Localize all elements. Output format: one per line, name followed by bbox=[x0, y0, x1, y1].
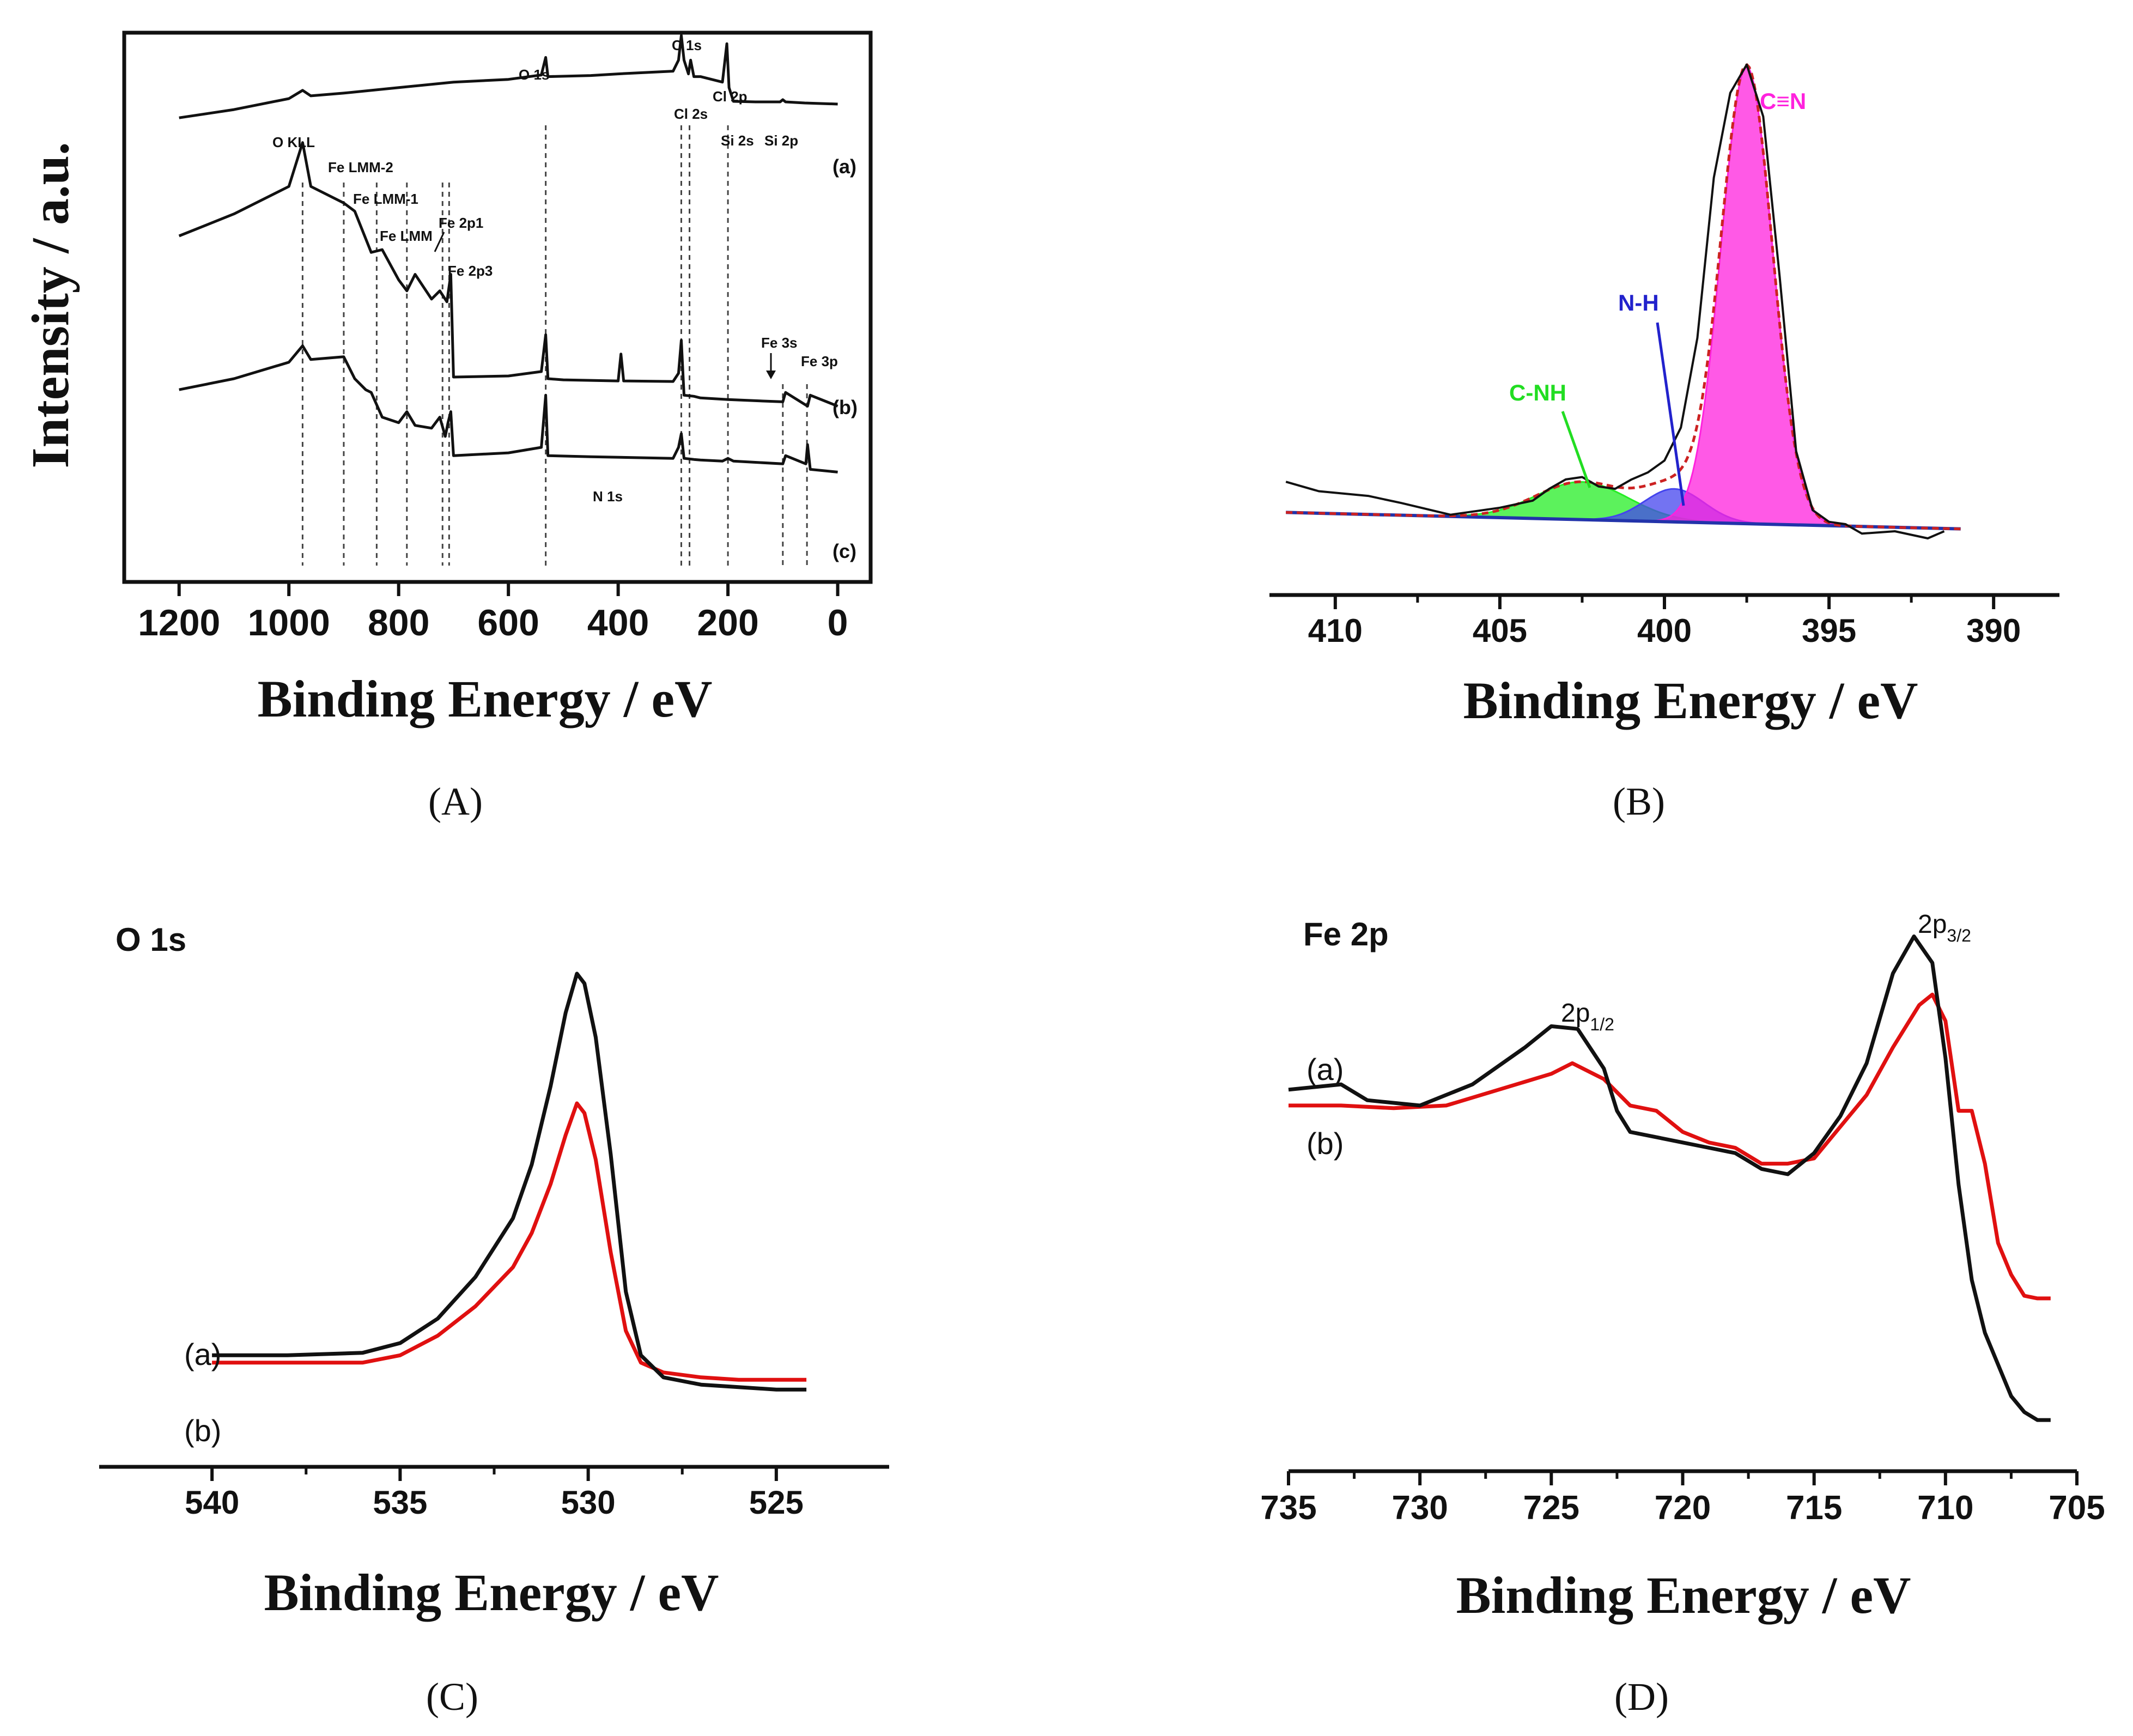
peak-label-o-1s: O 1s bbox=[519, 66, 549, 83]
panel-b-tick-label: 395 bbox=[1802, 612, 1856, 649]
panel-d-tick-label: 705 bbox=[2049, 1489, 2105, 1527]
panel-c-series-line-a bbox=[212, 972, 807, 1392]
panel-a-ylabel: Intensity / a.u. bbox=[21, 142, 80, 468]
panel-d-xaxis: 735 730 725 720 715 710 705 bbox=[1260, 1469, 2105, 1527]
annotation-2p-threehalf-main: 2p bbox=[1918, 910, 1947, 939]
panel-a-series bbox=[178, 34, 838, 474]
panel-a-series-line-a bbox=[179, 34, 838, 119]
component-label-cn: C≡N bbox=[1760, 88, 1806, 114]
raw-spectrum-line bbox=[1285, 63, 1945, 539]
panel-c-series bbox=[212, 972, 807, 1392]
component-pointer-cnh bbox=[1561, 411, 1591, 488]
peak-label-fe-2p1: Fe 2p1 bbox=[439, 215, 483, 231]
annotation-2p-half-main: 2p bbox=[1561, 999, 1590, 1028]
panel-c: O 1s 540 535 530 525 (a) (b) Binding Energy… bbox=[99, 921, 889, 1719]
panel-c-tick-label: 530 bbox=[561, 1484, 616, 1521]
panel-d-xlabel: Binding Energy / eV bbox=[1456, 1566, 1911, 1624]
panel-a-caption: (A) bbox=[428, 780, 483, 823]
panel-c-title: O 1s bbox=[116, 921, 186, 958]
panel-d-series-line-b bbox=[1289, 992, 2051, 1301]
panel-c-caption: (C) bbox=[426, 1675, 478, 1719]
panel-a-tick-label: 800 bbox=[368, 602, 429, 644]
panel-a-tick-label: 0 bbox=[828, 602, 848, 644]
panel-d-series bbox=[1288, 934, 2051, 1422]
panel-a-series-line-c bbox=[178, 141, 838, 408]
panel-d-tick-label: 720 bbox=[1655, 1489, 1711, 1527]
panel-d-tick-label: 725 bbox=[1523, 1489, 1579, 1527]
peak-label-c-1s: C 1s bbox=[672, 37, 702, 53]
panel-b-tick-label: 405 bbox=[1473, 612, 1527, 649]
panel-a-series-line-b bbox=[179, 344, 838, 474]
peak-label-n-1s: N 1s bbox=[593, 488, 623, 505]
panel-a: Intensity / a.u. 1200 1000 800 600 400 200 0 (… bbox=[21, 31, 873, 823]
panel-b-xaxis: 410 405 400 395 390 bbox=[1269, 593, 2059, 649]
annotation-2p-threehalf: 2p3/2 bbox=[1918, 910, 1971, 945]
panel-b-tick-label: 410 bbox=[1308, 612, 1363, 649]
annotation-2p-threehalf-sub: 3/2 bbox=[1947, 926, 1971, 945]
panel-a-tick-label: 1000 bbox=[248, 602, 330, 644]
annotation-2p-half-sub: 1/2 bbox=[1590, 1015, 1614, 1034]
panel-b-caption: (B) bbox=[1613, 780, 1665, 823]
panel-a-tick-label: 600 bbox=[477, 602, 539, 644]
peak-label-fe-3p: Fe 3p bbox=[801, 353, 838, 369]
panel-d-title: Fe 2p bbox=[1303, 916, 1389, 952]
panel-d-tick-label: 715 bbox=[1786, 1489, 1842, 1527]
panel-a-tick-label: 400 bbox=[587, 602, 649, 644]
panel-a-xlabel: Binding Energy / eV bbox=[258, 670, 713, 728]
panel-a-series-label-a: (a) bbox=[832, 155, 856, 178]
panel-c-xlabel: Binding Energy / eV bbox=[264, 1563, 719, 1622]
panel-b-raw bbox=[1285, 63, 1945, 539]
panel-d-series-line-a bbox=[1288, 934, 2051, 1422]
panel-c-series-line-b bbox=[212, 1101, 807, 1382]
panel-b: 410 405 400 395 390 C≡N N-H C-NH Binding Ene… bbox=[1269, 63, 2059, 823]
panel-a-series-label-c: (c) bbox=[832, 540, 856, 562]
panel-b-xlabel: Binding Energy / eV bbox=[1463, 671, 1918, 730]
panel-b-tick-label: 400 bbox=[1637, 612, 1692, 649]
peak-label-si-2s: Si 2s bbox=[721, 132, 754, 149]
panel-d-tick-label: 735 bbox=[1260, 1489, 1316, 1527]
peak-label-fe-lmm-2: Fe LMM-2 bbox=[328, 159, 393, 175]
panel-c-tick-label: 525 bbox=[749, 1484, 804, 1521]
peak-label-cl-2s: Cl 2s bbox=[674, 106, 708, 122]
panel-c-series-label-a: (a) bbox=[184, 1337, 221, 1371]
panel-d-tick-label: 730 bbox=[1391, 1489, 1448, 1527]
peak-label-cl-2p: Cl 2p bbox=[713, 88, 748, 105]
peak-label-fe-2p3: Fe 2p3 bbox=[448, 263, 493, 279]
component-label-nh: N-H bbox=[1618, 290, 1659, 315]
panel-a-xaxis: 1200 1000 800 600 400 200 0 bbox=[138, 582, 848, 644]
peak-label-fe-lmm: Fe LMM bbox=[380, 228, 433, 244]
component-label-cnh: C-NH bbox=[1509, 380, 1566, 405]
peak-label-o-kll: O KLL bbox=[272, 134, 315, 150]
panel-d-series-label-a: (a) bbox=[1306, 1052, 1344, 1086]
panel-d-tick-label: 710 bbox=[1917, 1489, 1973, 1527]
panel-c-series-label-b: (b) bbox=[184, 1413, 221, 1448]
panel-c-tick-label: 535 bbox=[373, 1484, 427, 1521]
panel-a-series-label-b: (b) bbox=[832, 396, 858, 418]
panel-c-xaxis: 540 535 530 525 bbox=[99, 1465, 889, 1521]
panel-d-caption: (D) bbox=[1614, 1675, 1669, 1719]
panel-d: Fe 2p 735 730 725 720 715 710 705 2p1/2 2p3/2 … bbox=[1260, 910, 2105, 1719]
panel-a-tick-label: 200 bbox=[697, 602, 758, 644]
peak-arrow-fe-2p1 bbox=[434, 232, 445, 252]
component-peak-cn bbox=[1643, 65, 1850, 527]
annotation-2p-half: 2p1/2 bbox=[1561, 999, 1614, 1034]
panel-a-frame bbox=[122, 31, 873, 584]
panel-a-refs bbox=[301, 125, 808, 566]
panel-c-tick-label: 540 bbox=[185, 1484, 239, 1521]
component-pointer-nh bbox=[1656, 322, 1685, 506]
peak-label-fe-lmm-1: Fe LMM-1 bbox=[353, 191, 418, 207]
peak-arrowhead-fe-3s bbox=[766, 371, 776, 379]
peak-label-si-2p: Si 2p bbox=[764, 132, 798, 149]
panel-d-series-label-b: (b) bbox=[1306, 1126, 1344, 1161]
peak-label-fe-3s: Fe 3s bbox=[761, 335, 798, 351]
panel-b-tick-label: 390 bbox=[1966, 612, 2021, 649]
panel-a-tick-label: 1200 bbox=[138, 602, 220, 644]
